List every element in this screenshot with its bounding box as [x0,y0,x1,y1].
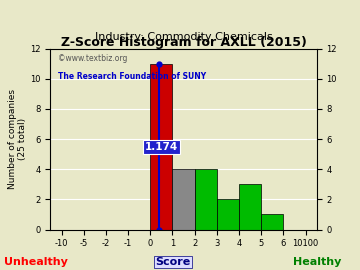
Text: The Research Foundation of SUNY: The Research Foundation of SUNY [58,72,207,81]
Bar [217,199,239,230]
Title: Z-Score Histogram for AXLL (2015): Z-Score Histogram for AXLL (2015) [61,36,306,49]
Text: Industry: Commodity Chemicals: Industry: Commodity Chemicals [95,32,273,42]
Text: 1.174: 1.174 [145,141,178,151]
Bar [261,214,283,230]
Bar [150,64,172,230]
Text: Score: Score [155,257,190,267]
Text: Unhealthy: Unhealthy [4,257,68,267]
Bar [195,169,217,230]
Text: Healthy: Healthy [293,257,341,267]
Text: ©www.textbiz.org: ©www.textbiz.org [58,54,128,63]
Bar [239,184,261,230]
Bar [172,169,195,230]
Y-axis label: Number of companies
(25 total): Number of companies (25 total) [8,89,27,189]
